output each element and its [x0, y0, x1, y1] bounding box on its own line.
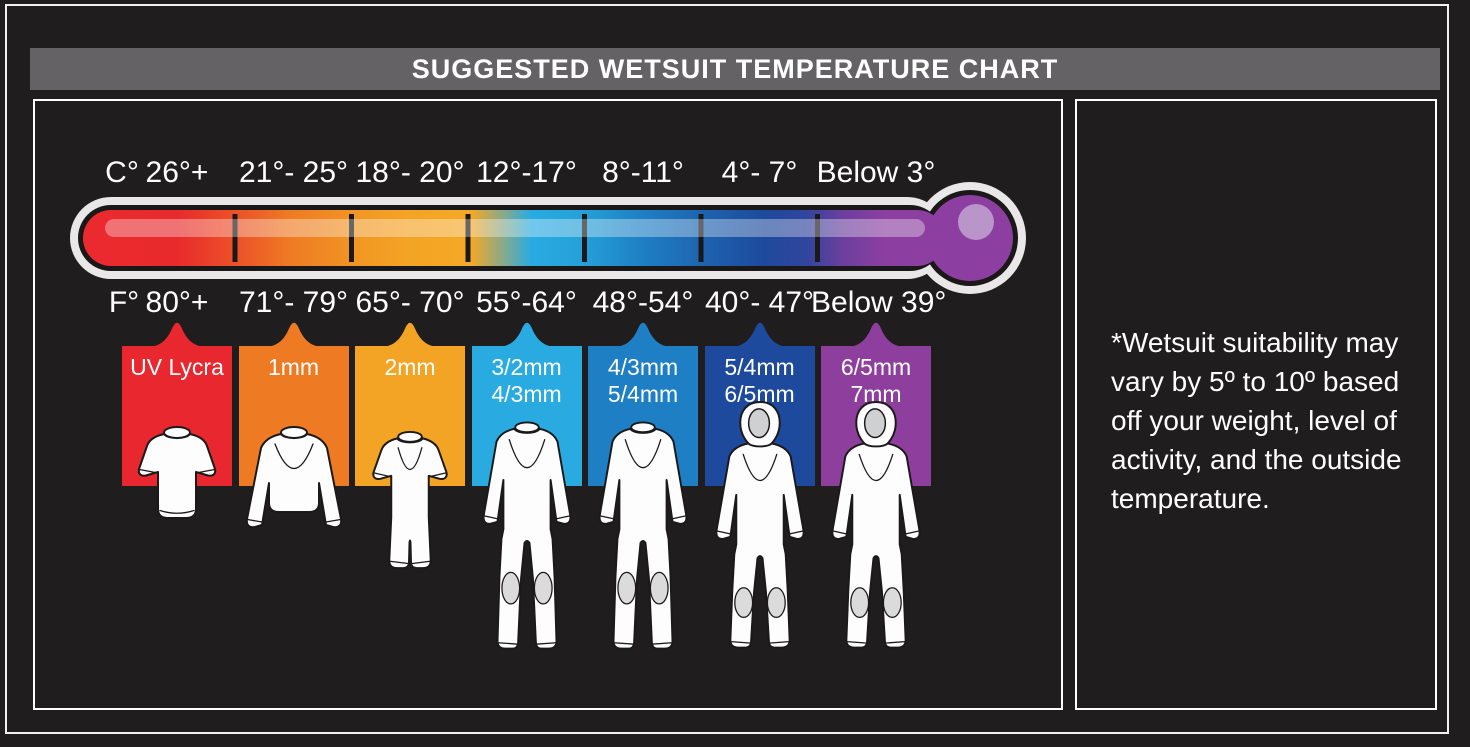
knee-pad	[733, 587, 753, 619]
fahrenheit-range-label: 71°- 79°	[238, 286, 349, 319]
tube-highlight	[105, 219, 925, 237]
celsius-range-label: 21°- 25°	[238, 156, 349, 189]
wetsuit-thickness-label: 4/3mm	[607, 354, 679, 380]
note-line: activity, and the outside	[1111, 444, 1402, 475]
wetsuit-thickness-label: 1mm	[267, 354, 320, 380]
wetsuit-chart-panel: C° F° 26°+ 80°+ UV Lycra 21°- 25° 71°- 79° 1…	[33, 99, 1063, 710]
fahrenheit-range-label: 80°+	[145, 286, 209, 319]
wetsuit-box: 2mm	[355, 322, 465, 486]
celsius-range-label: 12°-17°	[476, 156, 577, 189]
knee-pad	[533, 571, 553, 605]
wetsuit-figure	[477, 419, 577, 655]
box-arrow-icon	[821, 322, 931, 347]
full-wetsuit-icon	[482, 421, 571, 650]
fahrenheit-range-label: 48°-54°	[592, 286, 694, 319]
knee-pad	[500, 571, 520, 605]
thermometer	[70, 182, 1026, 294]
bulb-highlight	[958, 204, 994, 240]
fahrenheit-range-label: 55°-64°	[476, 286, 577, 319]
note-line: vary by 5º to 10º based	[1111, 366, 1400, 397]
knee-pad	[850, 587, 870, 619]
wetsuit-figure	[593, 419, 693, 655]
knee-pad	[649, 571, 669, 605]
note-panel: *Wetsuit suitability may vary by 5º to 1…	[1075, 99, 1437, 710]
hooded-wetsuit-icon	[714, 400, 805, 649]
face	[863, 408, 887, 439]
knee-pad	[766, 587, 786, 619]
wetsuit-figure	[826, 400, 926, 652]
wetsuit-thickness-label: 3/2mm	[491, 354, 562, 380]
tick-marks	[232, 214, 820, 262]
box-arrow-icon	[122, 322, 232, 347]
box-arrow-icon	[588, 322, 698, 347]
note-line: *Wetsuit suitability may	[1111, 327, 1399, 358]
wetsuit-figure	[135, 423, 219, 523]
fahrenheit-range-label: 40°- 47°	[704, 286, 815, 319]
note-line: off your weight, level of	[1111, 405, 1397, 436]
celsius-range-label: 8°-11°	[602, 156, 684, 189]
wetsuit-figure	[242, 423, 346, 533]
box-arrow-icon	[471, 322, 582, 347]
wetsuit-thickness-label: 2mm	[384, 354, 436, 380]
box-arrow-icon	[238, 322, 349, 347]
wetsuit-figure	[710, 400, 810, 652]
celsius-unit-label: C°	[105, 156, 139, 189]
fahrenheit-range-label: 65°- 70°	[355, 286, 465, 319]
title-bar: SUGGESTED WETSUIT TEMPERATURE CHART	[30, 48, 1440, 90]
face	[747, 408, 770, 439]
thermometer-tube	[83, 210, 945, 266]
box-arrow-icon	[355, 322, 465, 347]
fahrenheit-range-label: Below 39°	[811, 286, 947, 319]
celsius-range-label: 26°+	[145, 156, 209, 189]
celsius-range-label: 18°- 20°	[355, 156, 465, 189]
full-wetsuit-icon	[598, 421, 688, 650]
wetsuit-thickness-label: 6/5mm	[840, 354, 912, 380]
wetsuit-thickness-label: 4/3mm	[491, 381, 562, 407]
celsius-range-label: Below 3°	[816, 156, 936, 189]
knee-pad	[882, 587, 902, 619]
long-sleeve-rashguard-icon	[245, 426, 342, 529]
fahrenheit-unit-label: F°	[108, 286, 140, 319]
short-sleeve-rashguard-icon	[137, 426, 217, 519]
wetsuit-thickness-label: 5/4mm	[607, 381, 679, 407]
hooded-wetsuit-icon	[831, 400, 921, 649]
note-line: temperature.	[1111, 483, 1270, 514]
knee-pad	[617, 571, 637, 605]
celsius-range-label: 4°- 7°	[721, 156, 798, 189]
page-title: SUGGESTED WETSUIT TEMPERATURE CHART	[411, 53, 1059, 84]
wetsuit-thickness-label: UV Lycra	[130, 354, 224, 380]
wetsuit-figure	[366, 428, 454, 576]
wetsuit-thickness-label: 5/4mm	[724, 354, 795, 380]
shorty-wetsuit-icon	[372, 430, 448, 570]
disclaimer-note: *Wetsuit suitability may vary by 5º to 1…	[1111, 323, 1427, 518]
box-arrow-icon	[704, 322, 815, 347]
